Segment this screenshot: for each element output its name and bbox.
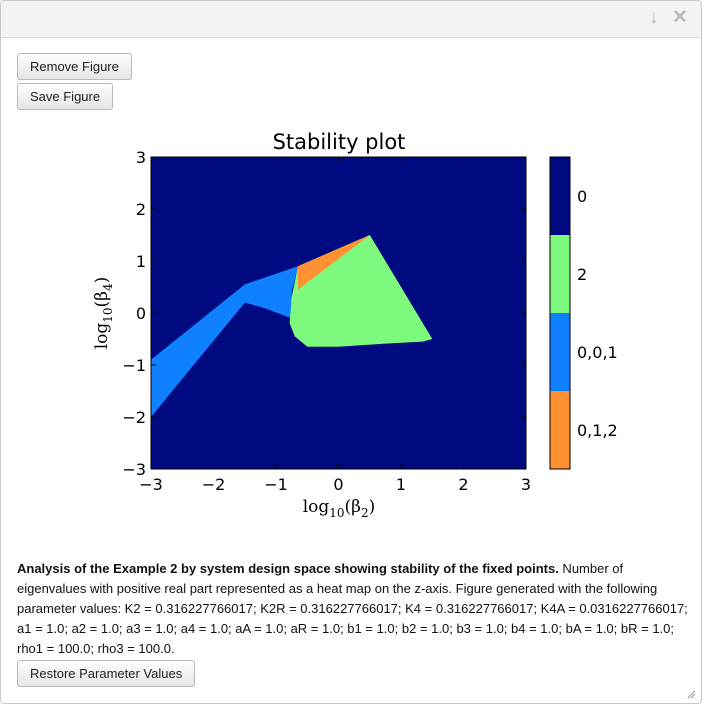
resize-grip-icon[interactable] bbox=[687, 690, 696, 699]
y-axis-ticks: −3 −2 −1 0 1 2 3 bbox=[122, 148, 526, 479]
heatmap-regions bbox=[151, 235, 433, 417]
colorbar-segment bbox=[550, 313, 570, 391]
x-tick-label: −2 bbox=[202, 475, 226, 494]
chart-title: Stability plot bbox=[273, 130, 406, 154]
arrow-down-icon[interactable]: ↓ bbox=[649, 7, 659, 28]
y-tick-label: 3 bbox=[136, 148, 146, 167]
x-axis-ticks: −3 −2 −1 0 1 2 3 bbox=[139, 157, 531, 494]
x-tick-label: −3 bbox=[139, 475, 163, 494]
y-tick-label: −3 bbox=[122, 460, 146, 479]
close-icon[interactable]: ✕ bbox=[672, 7, 688, 28]
y-tick-label: −1 bbox=[122, 356, 146, 375]
caption-text: Number of eigenvalues with positive real… bbox=[17, 561, 688, 656]
y-tick-label: 1 bbox=[136, 252, 146, 271]
x-axis-label: log10(β2) bbox=[303, 497, 376, 520]
x-tick-label: 3 bbox=[521, 475, 531, 494]
window-titlebar: ↓ ✕ bbox=[1, 1, 701, 38]
colorbar-label: 0,0,1 bbox=[577, 343, 618, 362]
remove-figure-button[interactable]: Remove Figure bbox=[17, 53, 132, 80]
colorbar-frame bbox=[549, 156, 571, 470]
figure-caption: Analysis of the Example 2 by system desi… bbox=[17, 559, 689, 659]
y-tick-label: −2 bbox=[122, 408, 146, 427]
x-tick-label: 2 bbox=[458, 475, 468, 494]
colorbar-segment bbox=[550, 157, 570, 235]
region-0-1-2 bbox=[297, 235, 370, 290]
colorbar-segment bbox=[550, 391, 570, 469]
y-axis-label: log10(β4) bbox=[92, 277, 115, 350]
x-tick-label: 0 bbox=[333, 475, 343, 494]
colorbar-label: 0,1,2 bbox=[577, 421, 618, 440]
caption-bold: Analysis of the Example 2 by system desi… bbox=[17, 561, 559, 576]
save-figure-button[interactable]: Save Figure bbox=[17, 83, 114, 110]
colorbar-segment bbox=[550, 235, 570, 313]
restore-parameter-values-button[interactable]: Restore Parameter Values bbox=[17, 660, 196, 687]
stability-plot: Stability plot −3 −2 −1 0 1 2 3 −3 −2 −1 0 1 2 3 log… bbox=[92, 130, 618, 520]
colorbar-label: 0 bbox=[577, 187, 587, 206]
x-tick-label: −1 bbox=[264, 475, 288, 494]
colorbar-label: 2 bbox=[577, 265, 587, 284]
y-tick-label: 2 bbox=[136, 200, 146, 219]
x-tick-label: 1 bbox=[396, 475, 406, 494]
region-0-0-1 bbox=[151, 266, 298, 417]
colorbar: 0 2 0,0,1 0,1,2 bbox=[549, 156, 618, 470]
y-tick-label: 0 bbox=[136, 304, 146, 323]
